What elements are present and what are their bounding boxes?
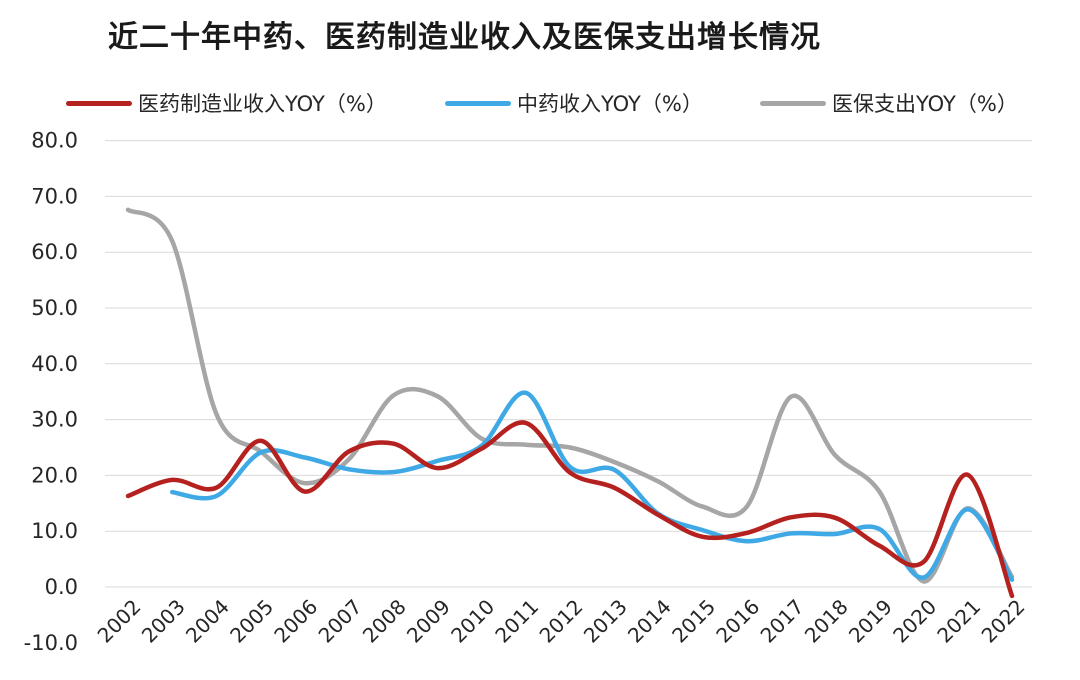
x-tick-label-2007: 2007 bbox=[314, 595, 367, 648]
series-line-pharma-revenue bbox=[125, 420, 1015, 599]
x-tick-label-2008: 2008 bbox=[358, 595, 411, 648]
legend: 医药制造业收入YOY（%） 中药收入YOY（%） 医保支出YOY（%） bbox=[0, 88, 1080, 118]
legend-label-tcm-revenue: 中药收入YOY（%） bbox=[517, 92, 703, 116]
y-tick-label: 60.0 bbox=[31, 240, 78, 264]
legend-label-pharma-revenue: 医药制造业收入YOY（%） bbox=[138, 92, 387, 116]
legend-swatch-pharma-revenue bbox=[66, 100, 132, 106]
x-tick-label-2018: 2018 bbox=[800, 595, 853, 648]
y-tick-label: -10.0 bbox=[24, 631, 78, 655]
y-axis: -10.0 0.0 10.0 20.0 30.0 40.0 50.0 60.0 70.0 80.0 bbox=[24, 129, 78, 655]
x-tick-label-2009: 2009 bbox=[402, 595, 455, 648]
x-tick-label-2006: 2006 bbox=[269, 595, 322, 648]
x-tick-label-2003: 2003 bbox=[137, 595, 190, 648]
y-tick-label: 20.0 bbox=[31, 463, 78, 487]
y-tick-label: 0.0 bbox=[45, 575, 78, 599]
chart-title: 近二十年中药、医药制造业收入及医保支出增长情况 bbox=[108, 20, 821, 55]
x-tick-label-2015: 2015 bbox=[667, 595, 720, 648]
legend-item-insurance-spend: 医保支出YOY（%） bbox=[760, 88, 1018, 118]
x-tick-label-2011: 2011 bbox=[490, 595, 543, 648]
x-tick-label-2022: 2022 bbox=[977, 595, 1030, 648]
legend-item-pharma-revenue: 医药制造业收入YOY（%） bbox=[66, 88, 387, 118]
x-tick-label-2016: 2016 bbox=[711, 595, 764, 648]
x-tick-label-2019: 2019 bbox=[844, 595, 897, 648]
y-tick-label: 70.0 bbox=[31, 184, 78, 208]
x-axis: 2002200320042005200620072008200920102011… bbox=[93, 595, 1030, 648]
x-tick-label-2010: 2010 bbox=[446, 595, 499, 648]
y-tick-label: 80.0 bbox=[31, 129, 78, 153]
x-tick-label-2021: 2021 bbox=[932, 595, 985, 648]
y-tick-label: 10.0 bbox=[31, 519, 78, 543]
x-tick-label-2020: 2020 bbox=[888, 595, 941, 648]
series-lines bbox=[125, 207, 1015, 599]
y-tick-label: 40.0 bbox=[31, 352, 78, 376]
gridlines bbox=[105, 140, 1032, 588]
x-tick-label-2012: 2012 bbox=[535, 595, 588, 648]
x-tick-label-2013: 2013 bbox=[579, 595, 632, 648]
legend-swatch-insurance-spend bbox=[760, 100, 826, 106]
series-line-insurance-spend bbox=[125, 207, 1015, 584]
y-tick-label: 50.0 bbox=[31, 296, 78, 320]
x-tick-label-2002: 2002 bbox=[93, 595, 146, 648]
series-line-tcm-revenue bbox=[169, 390, 1015, 582]
x-tick-label-2014: 2014 bbox=[623, 595, 676, 648]
legend-label-insurance-spend: 医保支出YOY（%） bbox=[832, 92, 1018, 116]
x-tick-label-2004: 2004 bbox=[181, 595, 234, 648]
legend-item-tcm-revenue: 中药收入YOY（%） bbox=[445, 88, 703, 118]
legend-swatch-tcm-revenue bbox=[445, 100, 511, 106]
y-tick-label: 30.0 bbox=[31, 408, 78, 432]
x-tick-label-2005: 2005 bbox=[225, 595, 278, 648]
x-tick-label-2017: 2017 bbox=[756, 595, 809, 648]
